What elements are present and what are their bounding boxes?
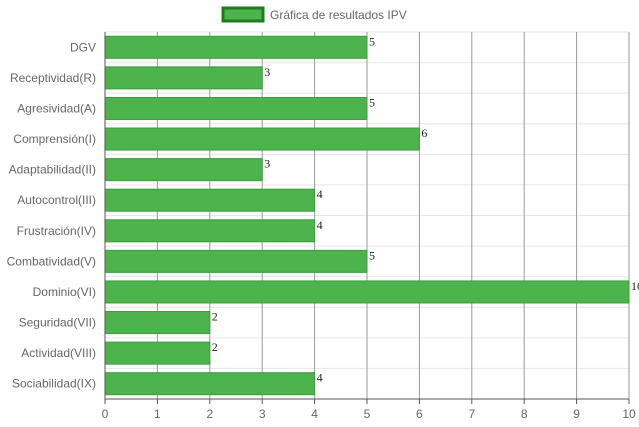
bar[interactable] [104,311,211,335]
category-label: DGV [70,40,96,54]
x-tick-label: 7 [468,407,475,421]
data-label: 5 [369,248,375,262]
data-label: 4 [317,371,323,385]
x-axis: 0 1 2 3 4 5 6 7 8 9 10 [102,32,636,421]
bar[interactable] [104,158,263,182]
data-label: 2 [212,340,218,354]
legend-swatch [221,6,265,23]
category-label: Frustración(IV) [17,224,96,238]
x-tick-label: 10 [622,407,636,421]
bar[interactable] [104,96,368,120]
x-tick-label: 0 [102,407,109,421]
data-label: 3 [264,157,270,171]
data-label: 4 [317,218,323,232]
x-tick-label: 5 [364,407,371,421]
data-label: 5 [369,95,375,109]
category-label: Receptividad(R) [10,71,96,85]
category-label: Agresividad(A) [17,101,96,115]
data-label: 10 [631,279,639,293]
bar[interactable] [104,188,316,212]
bar[interactable] [104,127,420,151]
bar[interactable] [104,280,630,304]
legend-label: Gráfica de resultados IPV [270,8,407,22]
x-tick-label: 1 [154,407,161,421]
x-tick-label: 6 [416,407,423,421]
category-labels: DGV Receptividad(R) Agresividad(A) Comprens… [7,40,96,390]
bar[interactable] [104,219,316,243]
data-label: 6 [421,126,427,140]
category-label: Adaptabilidad(II) [9,163,96,177]
category-label: Autocontrol(III) [17,193,96,207]
bar[interactable] [104,66,263,90]
x-tick-label: 8 [521,407,528,421]
data-label: 4 [317,187,323,201]
legend[interactable]: Gráfica de resultados IPV [221,6,407,23]
category-label: Seguridad(VII) [19,316,96,330]
category-label: Comprensión(I) [13,132,96,146]
x-tick-label: 3 [259,407,266,421]
bar[interactable] [104,249,368,273]
x-tick-label: 4 [311,407,318,421]
x-tick-label: 9 [573,407,580,421]
bar[interactable] [104,341,211,365]
category-label: Sociabilidad(IX) [12,377,96,391]
category-label: Combatividad(V) [7,254,96,268]
bar[interactable] [104,372,316,396]
category-label: Dominio(VI) [33,285,96,299]
value-labels: 5 3 5 6 3 4 4 5 10 2 2 4 [212,34,639,384]
data-label: 2 [212,310,218,324]
category-label: Actividad(VIII) [21,346,96,360]
bar[interactable] [104,35,368,59]
data-label: 3 [264,65,270,79]
x-tick-label: 2 [206,407,213,421]
data-label: 5 [369,34,375,48]
bars [104,35,630,396]
